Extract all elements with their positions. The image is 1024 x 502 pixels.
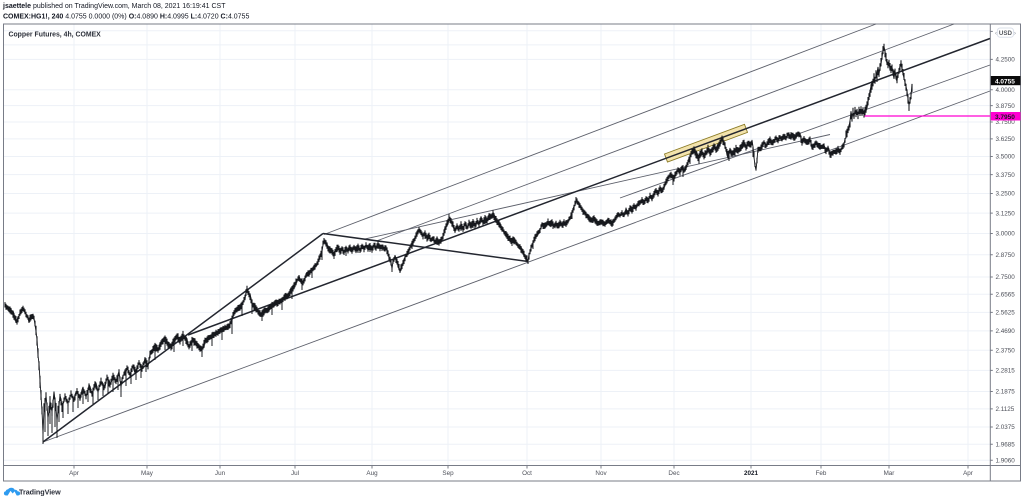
svg-text:2.6565: 2.6565 [996, 292, 1016, 299]
svg-text:COMEX:HG1!, 240 4.0755 0.0000: COMEX:HG1!, 240 4.0755 0.0000 (0%) O:4.0… [3, 13, 249, 20]
svg-text:Jun: Jun [215, 470, 226, 477]
svg-text:2.1125: 2.1125 [996, 406, 1015, 413]
svg-text:4.0755: 4.0755 [995, 78, 1015, 85]
svg-text:Jul: Jul [291, 470, 299, 477]
svg-text:2021: 2021 [744, 470, 759, 477]
svg-text:2.5625: 2.5625 [996, 310, 1016, 317]
svg-text:2.2815: 2.2815 [996, 368, 1016, 375]
svg-text:Copper Futures, 4h, COMEX: Copper Futures, 4h, COMEX [9, 32, 102, 39]
svg-text:2.1875: 2.1875 [996, 389, 1016, 396]
svg-text:3.7950: 3.7950 [995, 114, 1015, 121]
svg-text:3.1250: 3.1250 [996, 210, 1016, 217]
svg-text:Mar: Mar [884, 470, 895, 477]
svg-text:Apr: Apr [963, 470, 973, 477]
svg-text:‹: ‹ [995, 30, 997, 37]
svg-text:4.2500: 4.2500 [996, 57, 1016, 64]
svg-text:1.9060: 1.9060 [996, 458, 1016, 465]
svg-text:USD: USD [999, 30, 1013, 37]
svg-text:2.3750: 2.3750 [996, 348, 1016, 355]
svg-text:2.0375: 2.0375 [996, 424, 1016, 431]
svg-text:3.2500: 3.2500 [996, 191, 1016, 198]
svg-text:3.6250: 3.6250 [996, 136, 1016, 143]
svg-text:2.4690: 2.4690 [996, 328, 1016, 335]
svg-text:Feb: Feb [816, 470, 827, 477]
svg-text:4.0000: 4.0000 [996, 87, 1016, 94]
svg-text:2.8750: 2.8750 [996, 252, 1016, 259]
svg-text:May: May [141, 470, 154, 477]
svg-text:1.9685: 1.9685 [996, 441, 1016, 448]
svg-text:Oct: Oct [522, 470, 532, 477]
svg-text:Dec: Dec [668, 470, 679, 477]
svg-text:›: › [1014, 30, 1016, 37]
svg-text:Sep: Sep [442, 470, 454, 477]
svg-text:Aug: Aug [366, 470, 378, 477]
svg-text:3.0000: 3.0000 [996, 231, 1016, 238]
svg-text:Apr: Apr [69, 470, 79, 477]
svg-text:2.7500: 2.7500 [996, 274, 1016, 281]
svg-text:3.3750: 3.3750 [996, 172, 1016, 179]
svg-text:3.8750: 3.8750 [996, 103, 1016, 110]
svg-text:TradingView: TradingView [19, 487, 61, 496]
svg-text:3.7500: 3.7500 [996, 119, 1016, 126]
svg-text:3.5000: 3.5000 [996, 154, 1016, 161]
svg-text:Nov: Nov [595, 470, 607, 477]
svg-text:jsaettele published on Trading: jsaettele published on TradingView.com, … [2, 3, 226, 10]
